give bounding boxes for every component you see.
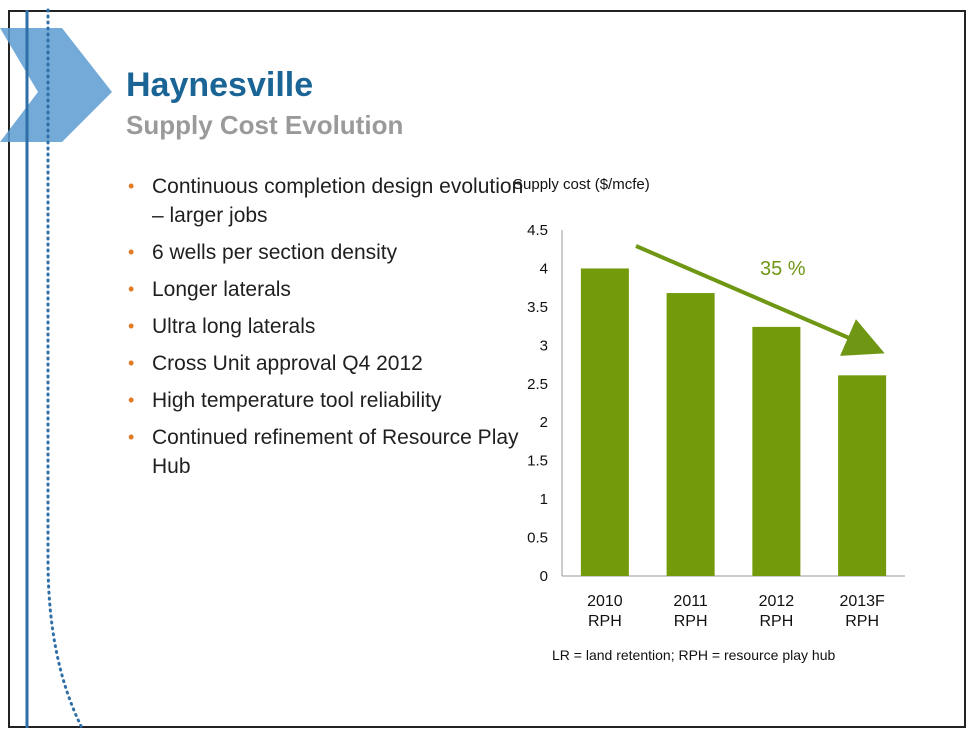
- y-tick-label: 2.5: [527, 376, 548, 393]
- y-axis-label: Supply cost ($/mcfe): [513, 176, 650, 193]
- slide-decoration: [0, 8, 112, 730]
- bullet-text: 6 wells per section density: [152, 241, 398, 264]
- trend-annotation: 35 %: [760, 258, 806, 280]
- y-tick-label: 2: [540, 414, 548, 431]
- bullet-text: Longer laterals: [152, 278, 291, 301]
- bullet-text: Continued refinement of Resource Play Hu…: [152, 426, 519, 478]
- bullet-item: • 6 wells per section density: [126, 238, 526, 267]
- y-tick-label: 0: [540, 568, 548, 585]
- bullet-text: Continuous completion design evolution –…: [152, 175, 524, 227]
- y-tick-label: 3: [540, 337, 548, 354]
- bullet-marker: •: [128, 353, 135, 373]
- x-tick-label: RPH: [588, 613, 622, 630]
- trend-arrow-line: [635, 244, 885, 356]
- x-tick-label: 2011: [673, 593, 708, 610]
- page-title: Haynesville: [126, 66, 314, 104]
- y-tick-label: 3.5: [527, 299, 548, 316]
- x-tick-labels: 2010 RPH 2011 RPH 2012 RPH 2013F RPH: [587, 593, 885, 630]
- chevron-shape: [0, 28, 112, 142]
- bullet-marker: •: [128, 390, 135, 410]
- y-tick-label: 1: [540, 491, 548, 508]
- x-tick-label: 2013F: [839, 593, 885, 610]
- trend-arrow: [635, 244, 885, 356]
- bullet-item: • Cross Unit approval Q4 2012: [126, 349, 526, 378]
- bullet-item: • High temperature tool reliability: [126, 386, 526, 415]
- bullet-item: • Continuous completion design evolution …: [126, 172, 526, 230]
- x-tick-label: 2012: [759, 593, 795, 610]
- y-tick-label: 0.5: [527, 530, 548, 547]
- bullet-item: • Longer laterals: [126, 275, 526, 304]
- y-tick-label: 4: [540, 260, 548, 277]
- bars: [580, 268, 887, 576]
- x-tick-label: RPH: [845, 613, 879, 630]
- y-tick-labels: 0 0.5 1 1.5 2 2.5 3 3.5 4 4.5: [527, 222, 548, 585]
- x-tick-label: RPH: [674, 613, 708, 630]
- x-tick-label: RPH: [759, 613, 793, 630]
- bullet-item: • Continued refinement of Resource Play H…: [126, 423, 526, 481]
- bar-2012: [752, 326, 801, 576]
- bullet-text: Ultra long laterals: [152, 315, 316, 338]
- bullet-marker: •: [128, 279, 135, 299]
- bullet-text: High temperature tool reliability: [152, 389, 442, 412]
- slide-frame: [8, 10, 966, 728]
- y-tick-label: 4.5: [527, 222, 548, 239]
- supply-cost-chart: Supply cost ($/mcfe) 0 0.5 1 1.5 2 2.5 3 3.5 4 4.…: [513, 176, 905, 663]
- bullet-marker: •: [128, 427, 135, 447]
- bullet-marker: •: [128, 176, 135, 196]
- x-tick-label: 2010: [587, 593, 623, 610]
- bullet-marker: •: [128, 242, 135, 262]
- bullet-list: • Continuous completion design evolution …: [126, 172, 526, 489]
- dotted-curve: [46, 8, 84, 730]
- y-tick-label: 1.5: [527, 453, 548, 470]
- bullet-marker: •: [128, 316, 135, 336]
- bar-2011: [666, 293, 715, 576]
- bullet-text: Cross Unit approval Q4 2012: [152, 352, 423, 375]
- bar-2010: [580, 268, 629, 576]
- bullet-item: • Ultra long laterals: [126, 312, 526, 341]
- chart-footnote: LR = land retention; RPH = resource play…: [552, 647, 835, 663]
- page-subtitle: Supply Cost Evolution: [126, 110, 404, 140]
- bar-2013f: [838, 375, 887, 576]
